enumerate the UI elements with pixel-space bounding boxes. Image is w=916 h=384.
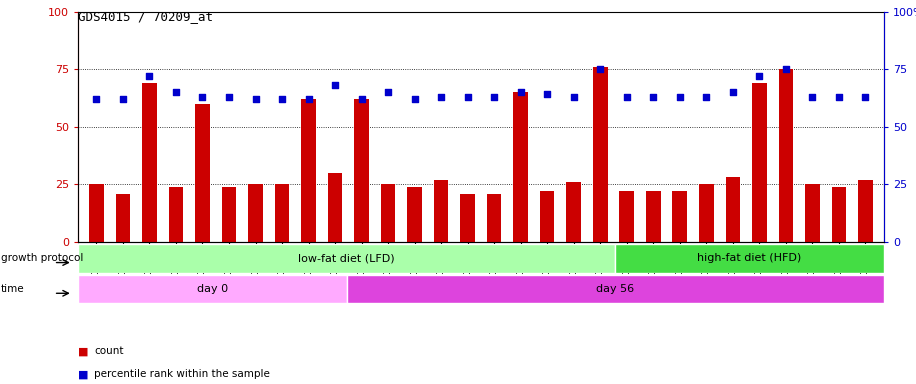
Point — [89, 96, 104, 102]
Bar — [222, 187, 236, 242]
Bar — [779, 69, 793, 242]
Point — [566, 94, 581, 100]
Point — [540, 91, 554, 98]
Bar — [566, 182, 581, 242]
Bar — [672, 191, 687, 242]
Text: low-fat diet (LFD): low-fat diet (LFD) — [299, 253, 395, 263]
Point — [195, 94, 210, 100]
Point — [408, 96, 422, 102]
Bar — [699, 184, 714, 242]
Text: day 0: day 0 — [197, 284, 228, 294]
Point — [301, 96, 316, 102]
Point — [832, 94, 846, 100]
Bar — [487, 194, 501, 242]
Bar — [619, 191, 634, 242]
Text: GDS4015 / 70209_at: GDS4015 / 70209_at — [78, 10, 213, 23]
Point — [646, 94, 660, 100]
Point — [593, 66, 607, 72]
Point — [461, 94, 475, 100]
Bar — [858, 180, 873, 242]
Text: count: count — [94, 346, 124, 356]
Point — [222, 94, 236, 100]
Point — [858, 94, 873, 100]
Bar — [169, 187, 183, 242]
Bar — [616, 244, 884, 273]
Bar — [408, 187, 422, 242]
Point — [752, 73, 767, 79]
Point — [248, 96, 263, 102]
Bar — [142, 83, 157, 242]
Bar — [78, 244, 616, 273]
Bar — [301, 99, 316, 242]
Bar — [434, 180, 449, 242]
Point — [699, 94, 714, 100]
Text: day 56: day 56 — [596, 284, 634, 294]
Point — [275, 96, 289, 102]
Text: high-fat diet (HFD): high-fat diet (HFD) — [697, 253, 802, 263]
Bar — [354, 99, 369, 242]
Point — [672, 94, 687, 100]
Bar — [805, 184, 820, 242]
Point — [169, 89, 183, 95]
Point — [142, 73, 157, 79]
Point — [381, 89, 396, 95]
Bar — [540, 191, 554, 242]
Bar — [381, 184, 396, 242]
Bar — [513, 92, 528, 242]
Bar — [725, 177, 740, 242]
Text: percentile rank within the sample: percentile rank within the sample — [94, 369, 270, 379]
Bar — [248, 184, 263, 242]
Point — [434, 94, 449, 100]
Point — [354, 96, 369, 102]
Point — [779, 66, 793, 72]
Bar — [115, 194, 130, 242]
Bar — [832, 187, 846, 242]
Point — [619, 94, 634, 100]
Text: ■: ■ — [78, 346, 92, 356]
Text: ■: ■ — [78, 369, 92, 379]
Bar — [328, 173, 343, 242]
Bar — [275, 184, 289, 242]
Point — [115, 96, 130, 102]
Bar — [646, 191, 660, 242]
Bar — [461, 194, 474, 242]
Point — [486, 94, 501, 100]
Point — [328, 82, 343, 88]
Bar — [89, 184, 104, 242]
Point — [725, 89, 740, 95]
Text: growth protocol: growth protocol — [1, 253, 83, 263]
Point — [805, 94, 820, 100]
Bar — [195, 104, 210, 242]
Bar — [78, 275, 346, 303]
Bar — [346, 275, 884, 303]
Bar — [752, 83, 767, 242]
Point — [513, 89, 528, 95]
Bar — [593, 67, 607, 242]
Text: time: time — [1, 284, 25, 294]
